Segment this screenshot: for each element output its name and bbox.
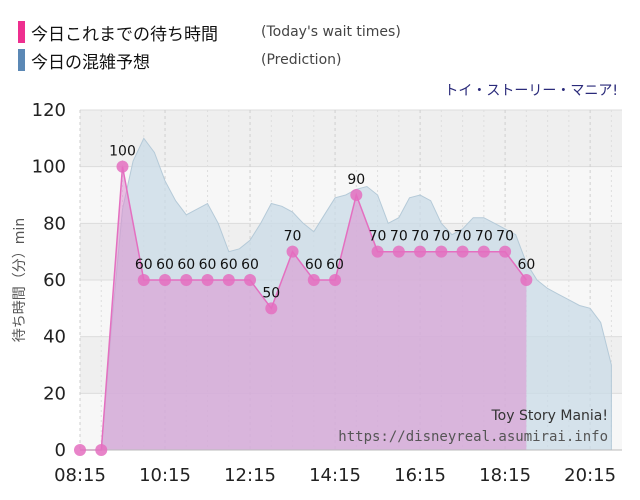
today-point — [456, 245, 469, 258]
today-data-label: 70 — [390, 229, 408, 245]
today-data-label: 70 — [475, 229, 493, 245]
today-data-label: 60 — [326, 257, 344, 273]
legend-label-today: 今日これまでの待ち時間 — [31, 24, 218, 45]
x-tick-label: 20:15 — [564, 465, 616, 486]
y-tick-label: 20 — [43, 383, 66, 404]
legend-swatch-today — [18, 21, 25, 43]
today-point — [265, 302, 278, 315]
today-point — [392, 245, 405, 258]
today-point — [201, 274, 214, 286]
today-data-label: 60 — [220, 257, 238, 273]
x-tick-label: 08:15 — [54, 465, 106, 486]
y-tick-label: 100 — [32, 157, 66, 178]
y-tick-label: 40 — [43, 327, 66, 348]
today-point — [286, 245, 299, 258]
today-data-label: 70 — [432, 229, 450, 245]
today-data-label: 70 — [284, 229, 302, 245]
legend-sub-prediction: (Prediction) — [261, 52, 342, 68]
y-tick-label: 0 — [55, 440, 66, 461]
legend-today: 今日これまでの待ち時間 (Today's wait times) — [18, 20, 401, 45]
y-tick-label: 60 — [43, 270, 66, 291]
today-point — [329, 274, 342, 286]
today-line — [80, 166, 527, 451]
today-point — [435, 245, 448, 258]
today-data-label: 100 — [109, 144, 136, 160]
today-point — [244, 274, 257, 286]
today-point — [116, 160, 129, 173]
today-data-label: 70 — [411, 229, 429, 245]
today-point — [520, 274, 533, 286]
x-tick-label: 12:15 — [224, 465, 276, 486]
today-point — [477, 245, 490, 258]
watermark-url: https://disneyreal.asumirai.info — [338, 429, 608, 445]
today-point — [159, 274, 172, 286]
today-data-label: 60 — [156, 257, 174, 273]
legend-prediction: 今日の混雑予想 (Prediction) — [18, 48, 342, 73]
today-data-label: 60 — [305, 257, 323, 273]
today-point — [74, 444, 86, 456]
today-point — [371, 245, 384, 258]
today-data-label: 70 — [454, 229, 472, 245]
x-tick-label: 16:15 — [394, 465, 446, 486]
today-data-label: 70 — [496, 229, 514, 245]
today-data-label: 60 — [241, 257, 259, 273]
today-point — [95, 444, 108, 456]
today-point — [499, 245, 512, 258]
today-point — [180, 274, 193, 286]
today-area — [80, 166, 527, 450]
today-point — [350, 189, 363, 201]
today-data-label: 90 — [347, 172, 365, 188]
attraction-name: トイ・ストーリー・マニア! — [444, 83, 618, 99]
today-point — [307, 274, 320, 286]
today-data-label: 70 — [369, 229, 387, 245]
legend-label-prediction: 今日の混雑予想 — [31, 52, 150, 73]
plot-band — [80, 110, 622, 167]
today-point — [222, 274, 235, 286]
watermark-title: Toy Story Mania! — [490, 408, 608, 424]
x-tick-label: 18:15 — [479, 465, 531, 486]
legend-sub-today: (Today's wait times) — [261, 24, 401, 40]
today-data-label: 60 — [517, 257, 535, 273]
y-tick-label: 120 — [32, 100, 66, 121]
x-tick-label: 10:15 — [139, 465, 191, 486]
y-tick-label: 80 — [43, 213, 66, 234]
legend-swatch-prediction — [18, 49, 25, 71]
today-data-label: 60 — [177, 257, 195, 273]
today-data-label: 50 — [262, 285, 280, 301]
today-point — [137, 274, 150, 286]
y-axis-label: 待ち時間（分）min — [12, 218, 28, 342]
today-data-label: 60 — [199, 257, 217, 273]
today-point — [414, 245, 427, 258]
today-data-label: 60 — [135, 257, 153, 273]
x-tick-label: 14:15 — [309, 465, 361, 486]
